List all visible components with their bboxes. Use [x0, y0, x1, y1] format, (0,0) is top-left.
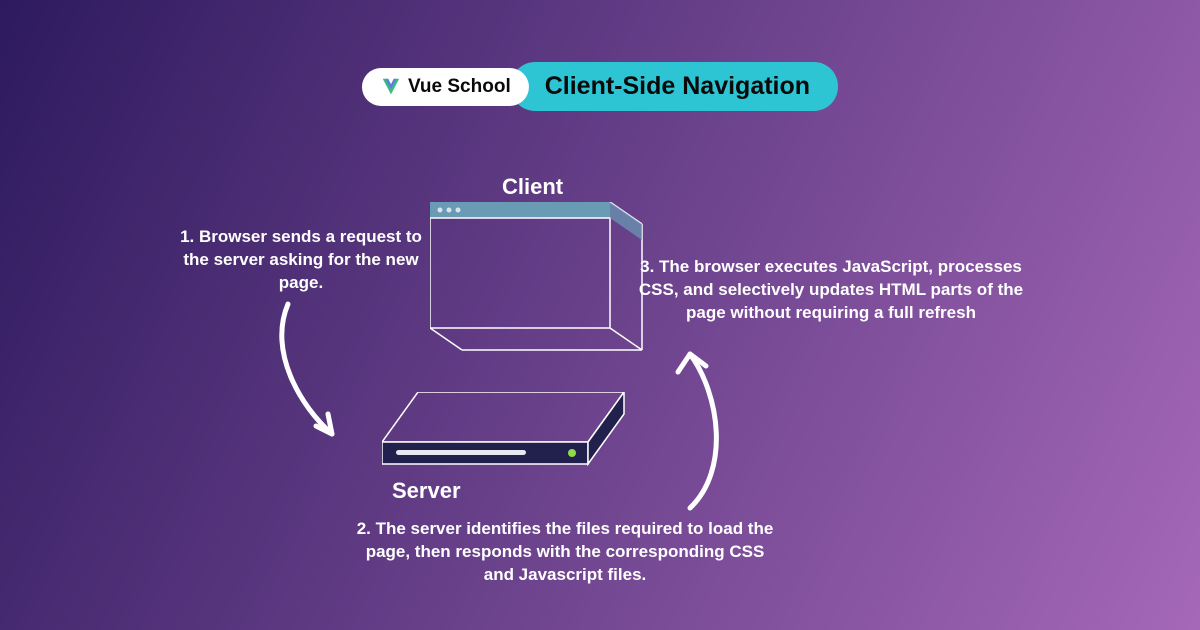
vue-school-logo-icon: [380, 76, 402, 98]
title-pill: Client-Side Navigation: [511, 62, 838, 111]
title-text: Client-Side Navigation: [545, 72, 810, 100]
browser-3d-box: [430, 202, 650, 377]
step-2-text: 2. The server identifies the files requi…: [350, 518, 780, 587]
client-label: Client: [502, 174, 563, 200]
step-3-text: 3. The browser executes JavaScript, proc…: [626, 256, 1036, 325]
arrow-client-to-server: [270, 296, 370, 461]
logo-pill: Vue School: [362, 68, 529, 106]
step-1-text: 1. Browser sends a request to the server…: [176, 226, 426, 295]
logo-text: Vue School: [408, 76, 511, 98]
header: Vue School Client-Side Navigation: [362, 62, 838, 111]
arrow-server-to-client: [650, 340, 750, 525]
server-3d-box: [382, 392, 632, 487]
